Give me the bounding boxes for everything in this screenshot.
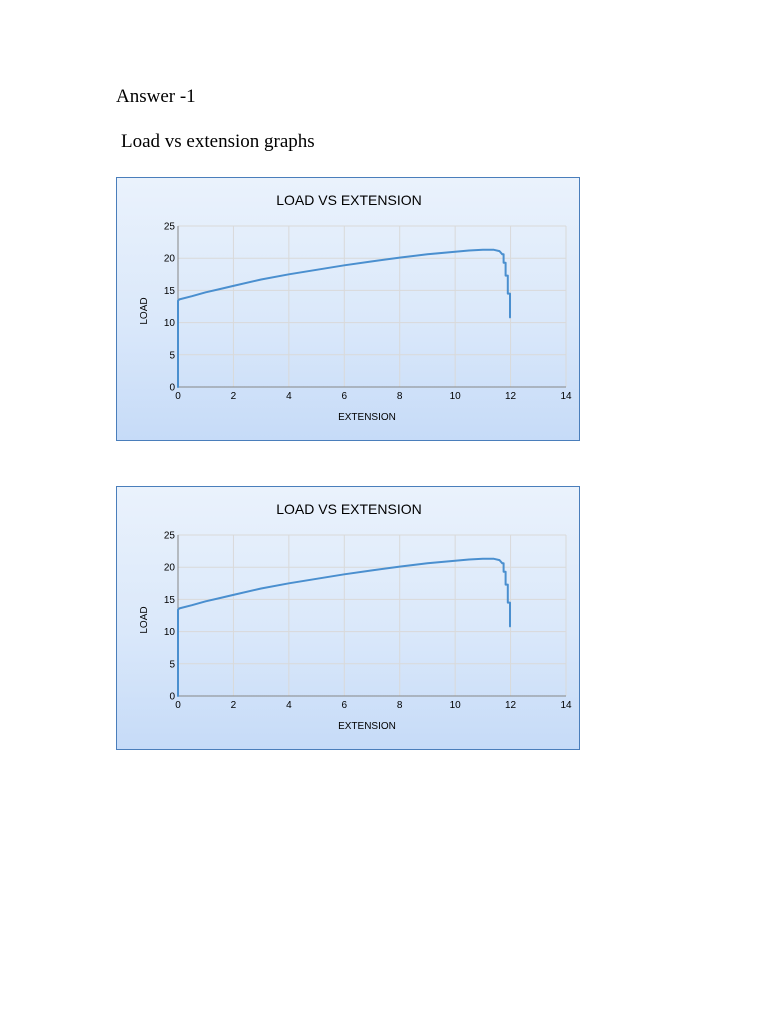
- x-axis-label: EXTENSION: [338, 412, 396, 423]
- x-tick-label: 4: [286, 700, 292, 711]
- chart-container-1: LOAD VS EXTENSION 0 2 4 6 8 10 12 14 0 5 10 15 20 25 EX…: [116, 177, 580, 441]
- y-tick-label: 10: [164, 627, 176, 638]
- series-line: [177, 248, 511, 388]
- series-line: [177, 557, 511, 697]
- y-tick-label: 0: [169, 692, 175, 703]
- y-tick-label: 0: [169, 383, 175, 394]
- chart-container-2: LOAD VS EXTENSION 0 2 4 6 8 10 12 14 0 5 10 15 20 25 EX…: [116, 486, 580, 750]
- y-tick-label: 20: [164, 563, 176, 574]
- x-tick-label: 10: [450, 391, 462, 402]
- x-tick-label: 8: [397, 700, 403, 711]
- chart-title: LOAD VS EXTENSION: [276, 501, 421, 517]
- y-tick-label: 15: [164, 595, 176, 606]
- chart-title: LOAD VS EXTENSION: [276, 192, 421, 208]
- y-tick-label: 15: [164, 286, 176, 297]
- x-tick-label: 2: [231, 391, 237, 402]
- y-axis-label: LOAD: [139, 606, 150, 633]
- x-tick-label: 6: [342, 700, 348, 711]
- y-tick-label: 25: [164, 222, 176, 233]
- x-tick-label: 4: [286, 391, 292, 402]
- x-tick-label: 12: [505, 391, 517, 402]
- x-tick-label: 2: [231, 700, 237, 711]
- chart-svg-2: LOAD VS EXTENSION 0 2 4 6 8 10 12 14 0 5 10 15 20 25 EX…: [139, 501, 572, 732]
- answer-heading: Answer -1: [116, 86, 196, 107]
- x-tick-label: 14: [560, 391, 572, 402]
- section-subheading: Load vs extension graphs: [121, 131, 315, 152]
- x-axis-label: EXTENSION: [338, 721, 396, 732]
- x-tick-label: 10: [450, 700, 462, 711]
- y-axis-label: LOAD: [139, 297, 150, 324]
- y-tick-label: 5: [169, 659, 175, 670]
- x-tick-label: 0: [175, 391, 181, 402]
- x-tick-label: 0: [175, 700, 181, 711]
- chart-svg-1: LOAD VS EXTENSION 0 2 4 6 8 10 12 14 0 5 10 15 20 25 EX…: [139, 192, 572, 423]
- x-tick-label: 12: [505, 700, 517, 711]
- y-tick-label: 20: [164, 254, 176, 265]
- x-tick-label: 14: [560, 700, 572, 711]
- y-tick-label: 5: [169, 350, 175, 361]
- x-tick-label: 6: [342, 391, 348, 402]
- y-tick-label: 25: [164, 531, 176, 542]
- x-tick-label: 8: [397, 391, 403, 402]
- y-tick-label: 10: [164, 318, 176, 329]
